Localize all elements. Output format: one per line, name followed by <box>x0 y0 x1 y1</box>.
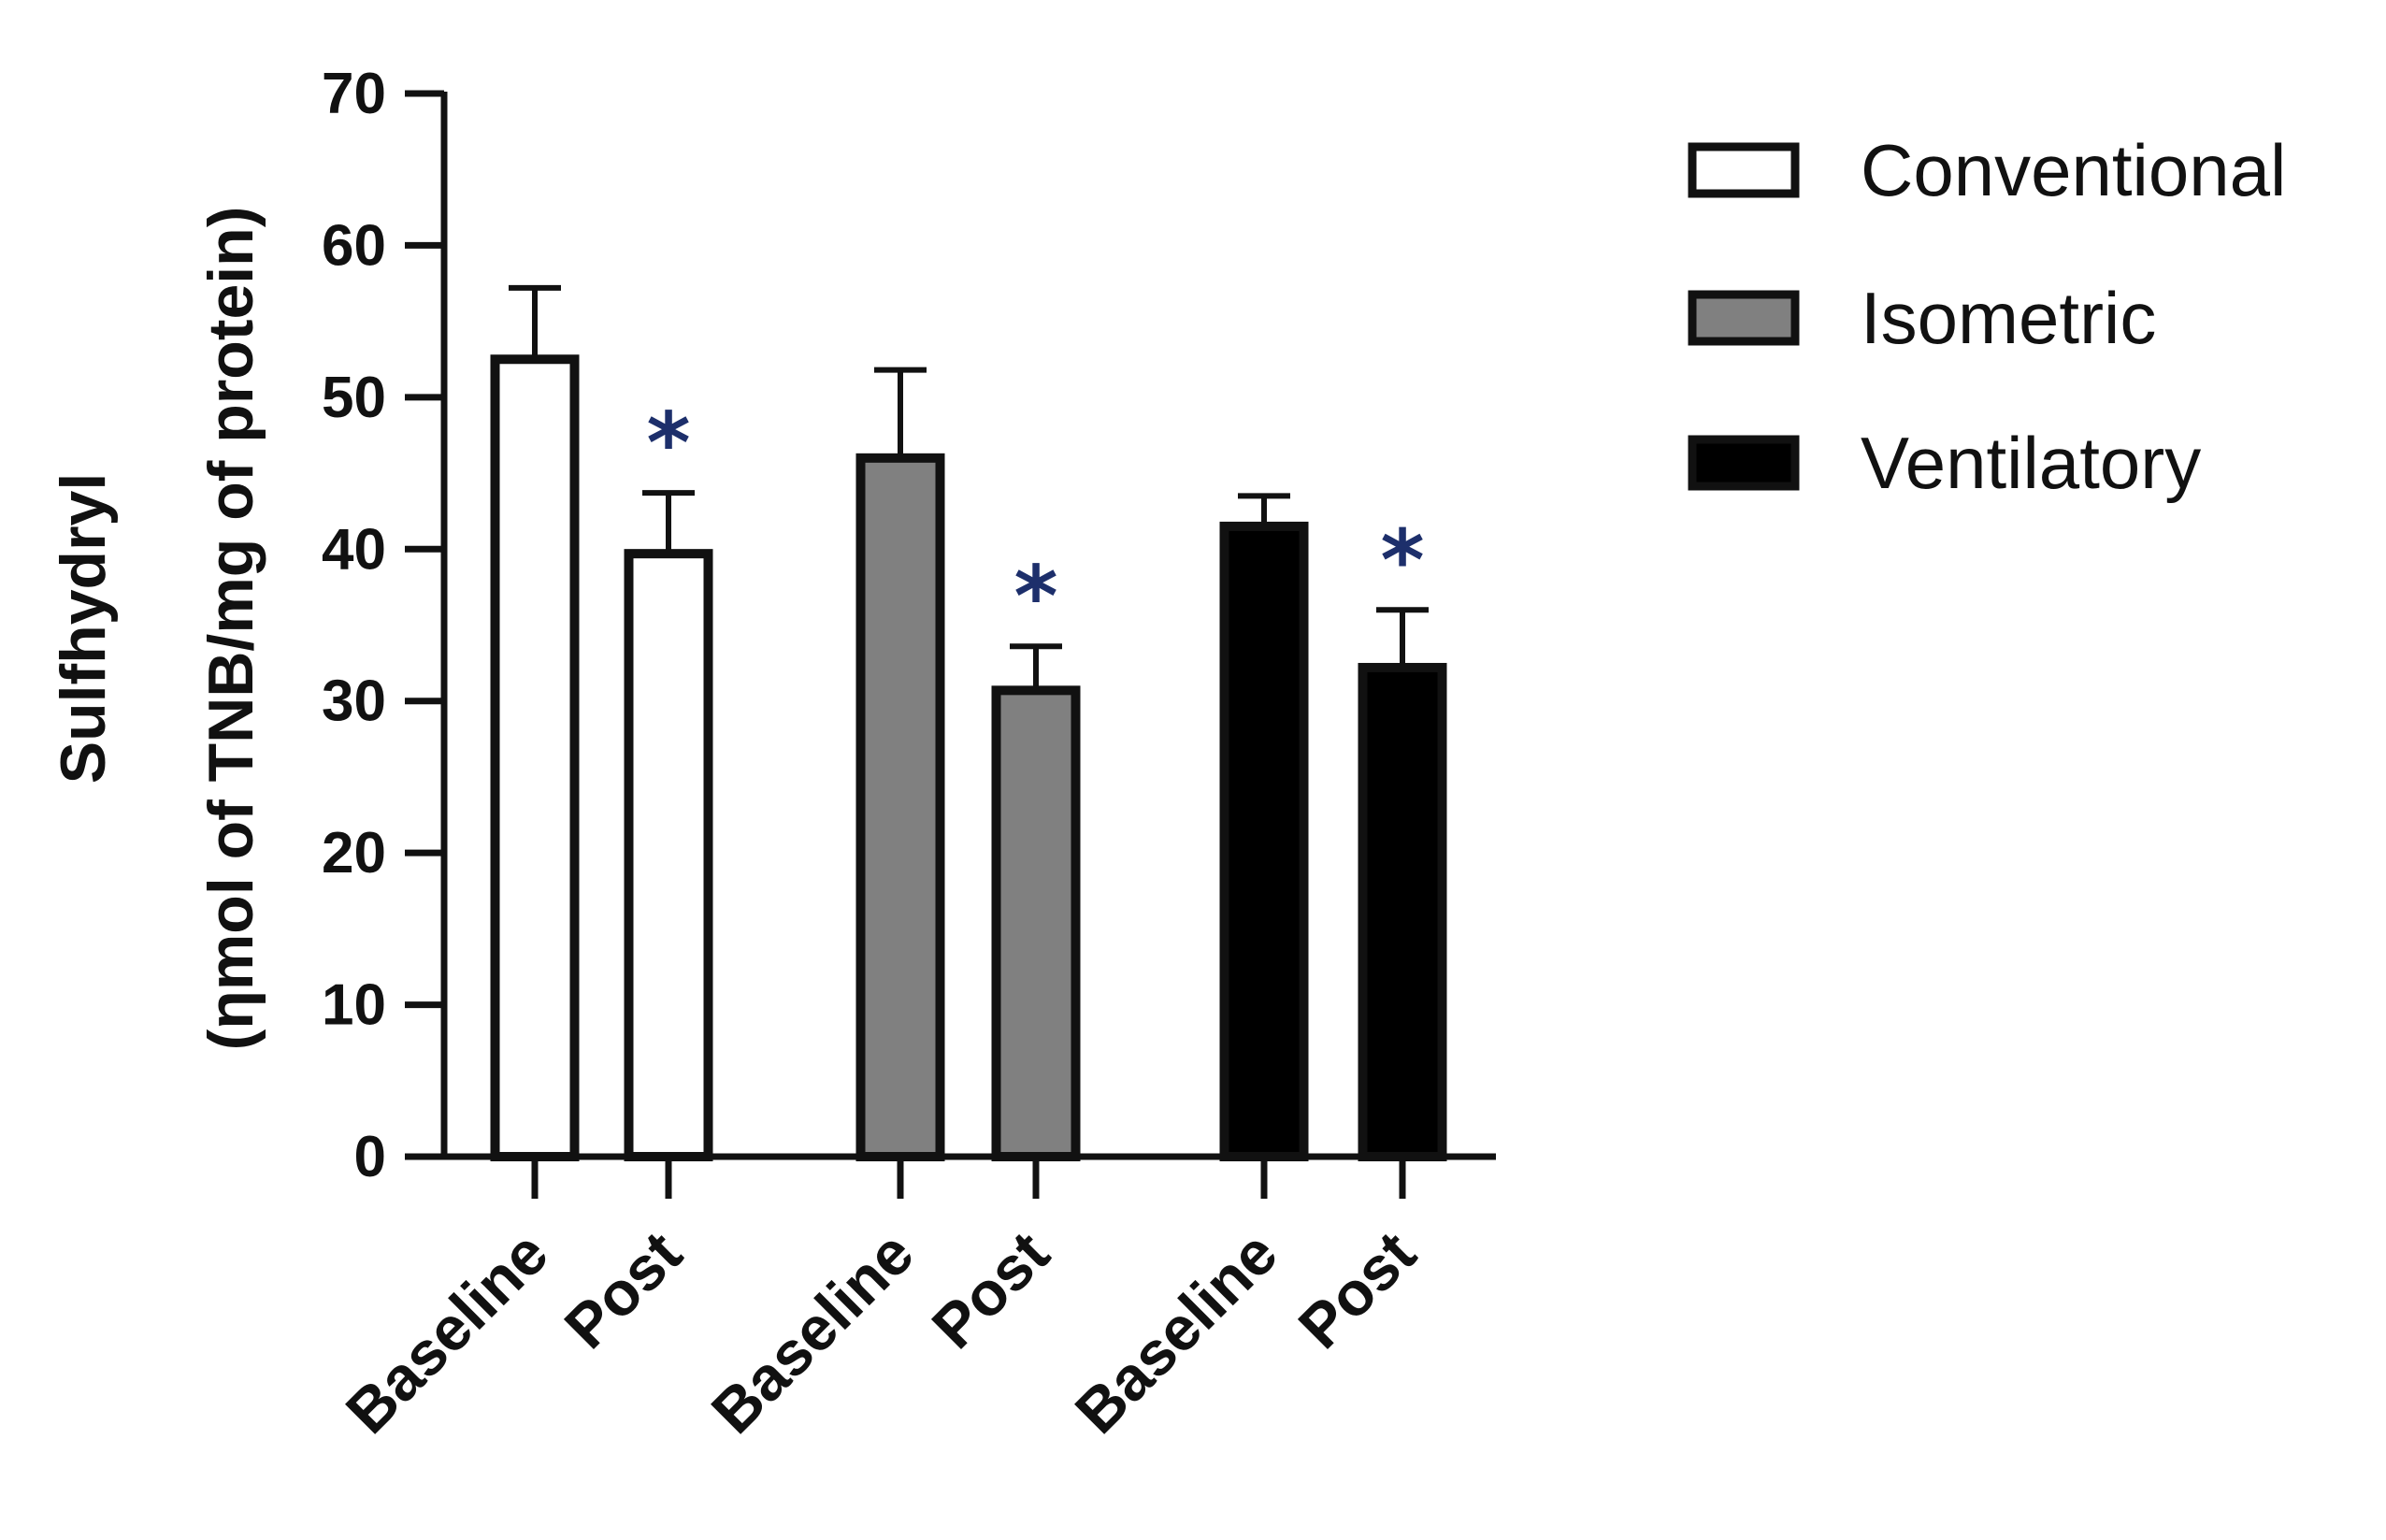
bar-isometric-post <box>991 685 1081 1161</box>
significance-marker: * <box>1013 548 1057 646</box>
y-tick-label: 20 <box>322 821 386 885</box>
bar-conventional-post <box>624 549 713 1161</box>
significance-marker: * <box>646 395 690 493</box>
legend-swatch-isometric <box>1688 290 1800 346</box>
legend-label-conventional: Conventional <box>1861 129 2286 211</box>
x-tick-label: Baseline <box>698 1218 927 1446</box>
bar-ventilatory-baseline <box>1219 521 1309 1161</box>
y-tick-label: 70 <box>322 62 386 126</box>
legend-swatch-ventilatory <box>1688 435 1800 491</box>
x-tick-label: Post <box>551 1218 694 1361</box>
x-tick-label: Baseline <box>1062 1218 1290 1446</box>
y-tick-label: 0 <box>354 1125 386 1189</box>
y-tick-label: 50 <box>322 366 386 430</box>
significance-marker: * <box>1380 511 1424 610</box>
y-axis-title: Sulfhydryl (ηmol of TNB/mg of protein) <box>48 207 266 1051</box>
legend: Conventional Isometric Ventilatory <box>1688 129 2286 504</box>
legend-label-ventilatory: Ventilatory <box>1861 422 2201 504</box>
y-tick-label: 60 <box>322 213 386 278</box>
legend-label-isometric: Isometric <box>1861 277 2156 359</box>
bar-ventilatory-post <box>1358 662 1447 1161</box>
plot-area: 010203040506070BaselinePost*BaselinePost… <box>322 62 1496 1446</box>
y-axis-title-line1: Sulfhydryl <box>48 473 119 784</box>
x-tick-label: Post <box>1285 1218 1428 1361</box>
y-tick-label: 30 <box>322 669 386 734</box>
legend-swatch-conventional <box>1688 142 1800 198</box>
bar-isometric-baseline <box>855 453 945 1162</box>
y-axis-title-line2: (ηmol of TNB/mg of protein) <box>195 207 266 1051</box>
y-tick-label: 40 <box>322 517 386 582</box>
y-tick-label: 10 <box>322 973 386 1038</box>
x-tick-label: Baseline <box>333 1218 561 1446</box>
bar-conventional-baseline <box>490 354 580 1161</box>
x-tick-label: Post <box>918 1218 1061 1361</box>
